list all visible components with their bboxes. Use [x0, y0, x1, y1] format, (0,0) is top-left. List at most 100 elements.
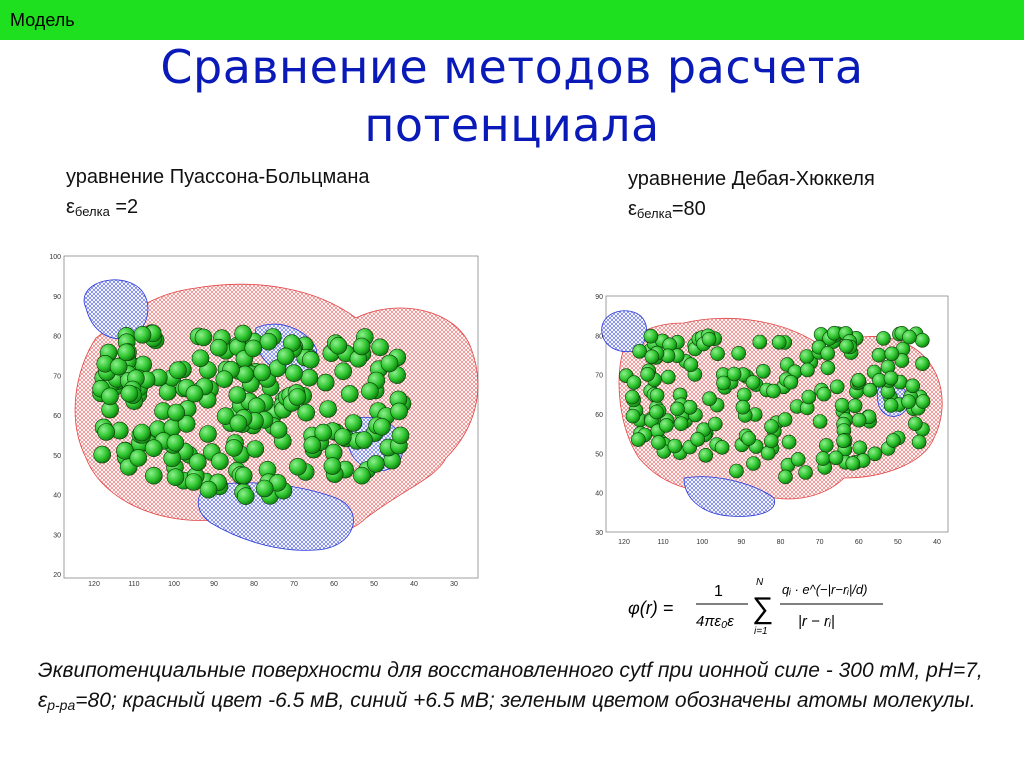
atom-sphere	[340, 385, 359, 403]
atom-sphere	[649, 404, 664, 420]
right-caption: уравнение Дебая-Хюккеля εбелка=80	[628, 164, 875, 229]
slide-footer: Эквипотенциальные поверхности для восста…	[38, 656, 1008, 720]
atom-sphere	[177, 415, 196, 433]
atom-sphere	[269, 421, 288, 439]
atom-sphere	[167, 403, 185, 422]
left-plot-x-tick-label: 100	[168, 581, 180, 588]
left-plot-y-tick-label: 60	[53, 413, 61, 420]
atom-sphere	[215, 370, 234, 388]
atom-sphere	[901, 394, 916, 409]
atom-sphere	[883, 370, 899, 386]
formula-term-denominator: |r − rᵢ|	[798, 613, 835, 630]
atom-sphere	[101, 387, 119, 406]
atom-sphere	[886, 433, 901, 448]
atom-sphere	[255, 479, 274, 498]
right-plot-y-tick-label: 30	[595, 530, 603, 537]
atom-sphere	[626, 375, 642, 390]
atom-sphere	[276, 347, 295, 366]
atom-sphere	[259, 332, 278, 351]
atom-sphere	[816, 386, 832, 402]
atom-sphere	[702, 391, 717, 406]
atom-sphere	[225, 439, 243, 457]
atom-sphere	[726, 366, 742, 382]
atom-sphere	[288, 388, 307, 406]
potential-formula: φ(r) = 1 4πε₀ε N ∑ i=1 qᵢ · e^(−|r−rᵢ|/d…	[628, 577, 883, 637]
atom-sphere	[316, 373, 335, 392]
sum-icon: ∑	[752, 592, 773, 625]
atom-sphere	[756, 364, 771, 379]
atom-sphere	[625, 408, 641, 424]
atom-sphere	[914, 332, 930, 348]
atom-sphere	[228, 386, 247, 404]
right-plot-y-ticks: 90 80 70 60 50 40 30	[595, 294, 603, 537]
formula-lhs: φ(r) =	[628, 598, 673, 618]
atom-sphere	[911, 434, 927, 450]
atom-sphere	[867, 446, 883, 462]
atom-sphere	[777, 412, 793, 427]
atom-sphere	[902, 329, 917, 345]
atom-sphere	[189, 453, 207, 471]
left-plot-y-tick-label: 50	[53, 453, 61, 460]
atom-sphere	[746, 456, 761, 471]
atom-sphere	[812, 414, 828, 429]
right-plot-y-tick-label: 40	[595, 491, 603, 498]
atom-sphere	[373, 418, 391, 436]
atom-sphere	[640, 367, 655, 382]
atom-sphere	[145, 466, 163, 485]
atom-sphere	[714, 440, 730, 455]
atom-sphere	[798, 465, 813, 480]
atom-sphere	[297, 403, 316, 422]
atom-sphere	[169, 361, 187, 379]
left-plot-y-tick-label: 80	[53, 334, 61, 341]
left-plot-x-tick-label: 50	[370, 581, 378, 588]
left-plot-x-tick-label: 120	[88, 581, 100, 588]
footer-text-2: =80; красный цвет -6.5 мВ, синий +6.5 мВ…	[75, 689, 976, 712]
atom-sphere	[820, 346, 835, 361]
atom-sphere	[845, 456, 861, 471]
atom-sphere	[211, 452, 229, 471]
atom-sphere	[667, 438, 683, 454]
atom-sphere	[790, 452, 806, 467]
atom-sphere	[783, 374, 799, 390]
atom-sphere	[836, 433, 851, 449]
atom-sphere	[144, 439, 163, 457]
atom-sphere	[109, 357, 128, 376]
atom-sphere	[710, 346, 725, 361]
right-plot-x-tick-label: 100	[696, 539, 708, 546]
left-plot-x-tick-label: 110	[128, 581, 139, 588]
atom-sphere	[820, 360, 836, 376]
formula-numerator: 1	[714, 583, 723, 600]
right-plot-x-ticks: 120 110 100 90 80 70 60 50 40	[618, 539, 941, 546]
atom-sphere	[801, 389, 817, 405]
atom-sphere	[367, 455, 385, 473]
right-plot-atoms	[618, 325, 931, 485]
atom-sphere	[120, 384, 139, 403]
atom-sphere	[764, 433, 779, 449]
formula-term-numerator: qᵢ · e^(−|r−rᵢ|/d)	[782, 582, 867, 597]
atom-sphere	[894, 353, 910, 368]
right-plot-x-tick-label: 120	[618, 539, 630, 546]
atom-sphere	[166, 468, 185, 486]
right-plot-x-tick-label: 70	[816, 539, 824, 546]
atom-sphere	[862, 382, 878, 398]
right-plot-x-tick-label: 40	[933, 539, 941, 546]
atom-sphere	[731, 346, 746, 361]
atom-sphere	[915, 394, 931, 409]
atom-sphere	[314, 423, 333, 442]
atom-sphere	[229, 414, 248, 433]
atom-sphere	[329, 336, 348, 355]
formula-sum-top: N	[756, 577, 764, 588]
atom-sphere	[334, 362, 353, 381]
formula-denominator: 4πε₀ε	[696, 613, 734, 630]
atom-sphere	[851, 412, 867, 428]
atom-sphere	[630, 432, 646, 447]
atom-sphere	[819, 438, 834, 453]
atom-sphere	[851, 373, 866, 388]
atom-sphere	[355, 431, 373, 449]
left-plot: 100 90 80 70 60 50 40 30 20 120 110 100 90 80 70 60 50 4…	[49, 254, 479, 588]
right-caption-epsilon: εбелка=80	[628, 198, 706, 221]
atom-sphere	[716, 375, 731, 391]
left-caption-epsilon: εбелка =2	[66, 196, 139, 219]
atom-sphere	[883, 398, 899, 413]
right-plot-x-tick-label: 60	[855, 539, 863, 546]
